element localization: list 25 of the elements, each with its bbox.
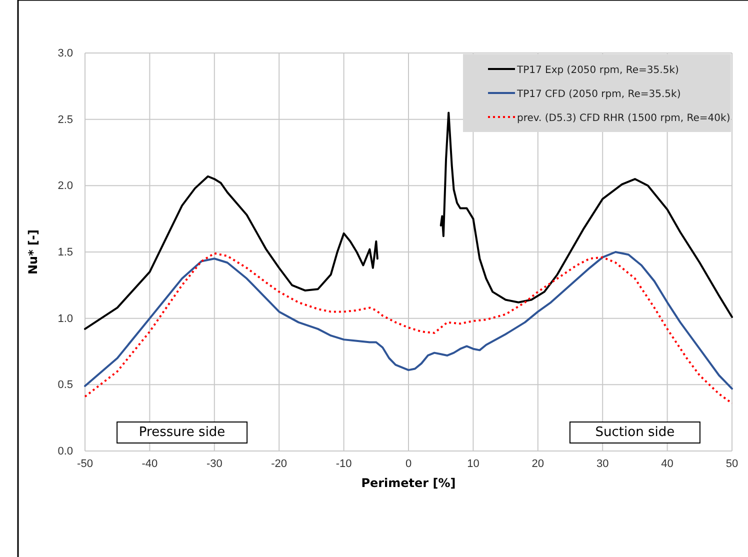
legend-label: prev. (D5.3) CFD RHR (1500 rpm, Re=40k) bbox=[517, 113, 730, 124]
y-tick-label: 3.0 bbox=[58, 48, 73, 60]
y-tick-label: 2.0 bbox=[58, 180, 73, 192]
x-tick-label: 20 bbox=[532, 458, 544, 470]
y-tick-label: 2.5 bbox=[58, 114, 73, 126]
x-tick-label: -50 bbox=[77, 458, 93, 470]
x-tick-label: -40 bbox=[142, 458, 158, 470]
x-tick-label: 0 bbox=[405, 458, 412, 470]
y-tick-label: 0.5 bbox=[58, 379, 73, 392]
annotation: Suction side bbox=[595, 425, 675, 440]
y-tick-label: 0.0 bbox=[58, 446, 73, 458]
x-tick-label: 40 bbox=[661, 458, 674, 470]
x-tick-label: 50 bbox=[726, 458, 738, 470]
x-tick-label: 10 bbox=[467, 458, 480, 470]
legend-label: TP17 CFD (2050 rpm, Re=35.5k) bbox=[516, 89, 681, 100]
x-tick-label: -20 bbox=[271, 458, 288, 470]
x-tick-label: 30 bbox=[596, 458, 609, 470]
legend-label: TP17 Exp (2050 rpm, Re=35.5k) bbox=[516, 65, 679, 76]
x-tick-label: -30 bbox=[206, 458, 222, 470]
x-axis-title: Perimeter [%] bbox=[361, 476, 456, 490]
y-tick-label: 1.5 bbox=[58, 246, 73, 259]
x-tick-label: -10 bbox=[336, 458, 352, 470]
annotation: Pressure side bbox=[138, 425, 226, 440]
y-tick-label: 1.0 bbox=[58, 312, 73, 325]
y-axis-title: Nu* [-] bbox=[26, 230, 40, 274]
